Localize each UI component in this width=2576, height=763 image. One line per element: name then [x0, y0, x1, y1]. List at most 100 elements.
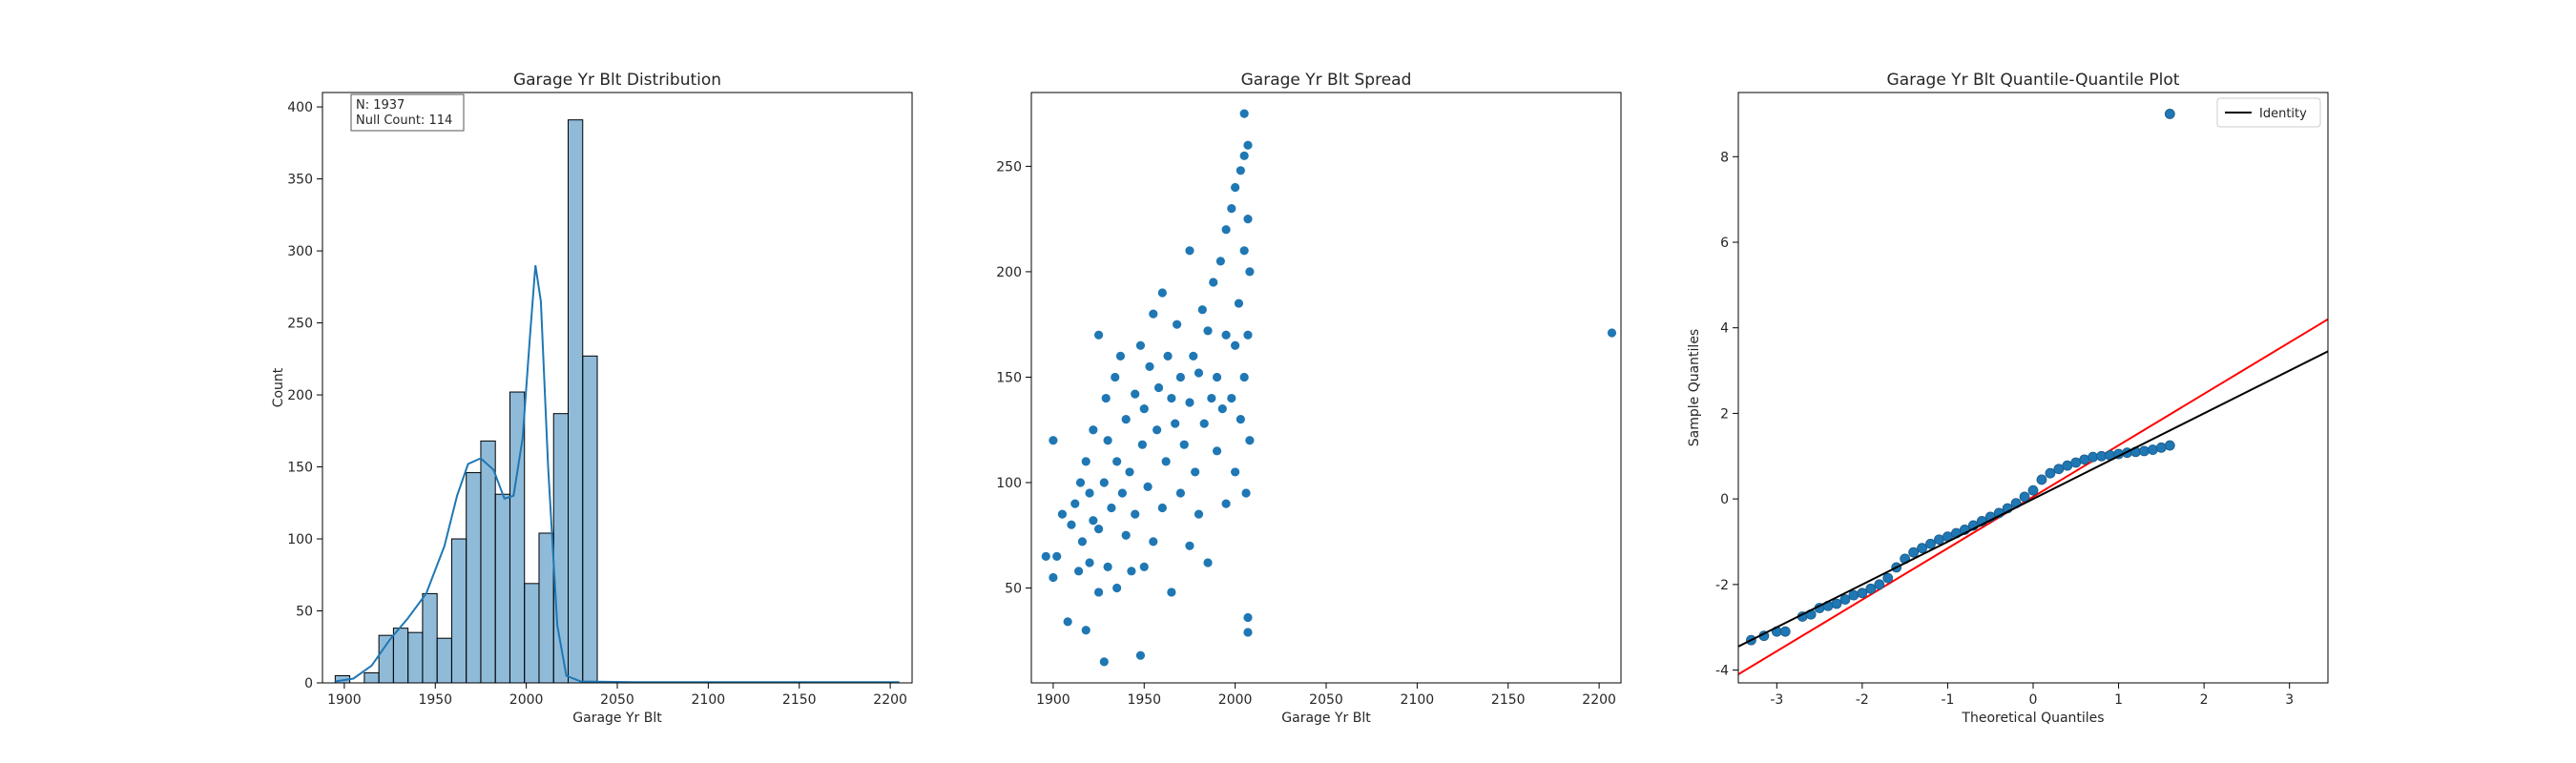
scatter-point: [1175, 487, 1186, 499]
y-tick-label: 200: [287, 388, 313, 403]
histogram-bar: [524, 583, 540, 684]
scatter-point: [1102, 562, 1113, 572]
scatter-point: [1048, 572, 1059, 583]
y-tick-label: 2: [1720, 406, 1729, 422]
scatter-point: [1238, 245, 1250, 257]
scatter-point: [1093, 524, 1104, 535]
scatter-point: [1156, 287, 1168, 299]
x-axis-label: Garage Yr Blt: [572, 711, 662, 726]
y-tick-label: 50: [1005, 582, 1022, 597]
histogram-bar: [422, 592, 438, 684]
qq-point: [2155, 442, 2167, 453]
scatter-point: [1130, 388, 1141, 400]
qq-point: [2062, 460, 2073, 471]
y-tick-label: 150: [287, 461, 313, 476]
x-tick-label: 0: [2029, 692, 2038, 708]
scatter-point: [1242, 612, 1254, 623]
x-tick-label: 2150: [782, 692, 817, 708]
qq-plot-chart: -3 -2 -1 0 1 2 3 -4 -2 0 2 4 6 8 Garage Yr Blt Quantil…: [1687, 71, 2329, 726]
qq-point: [1874, 579, 1885, 590]
scatter-point: [1051, 550, 1063, 562]
qq-point: [1839, 594, 1851, 605]
y-tick-label: 0: [1720, 492, 1729, 507]
x-tick-label: 1900: [1036, 692, 1070, 708]
scatter-point: [1135, 650, 1146, 661]
qq-point: [2053, 464, 2065, 475]
scatter-point: [1240, 487, 1252, 499]
scatter-point: [1178, 439, 1190, 450]
qq-point: [1908, 546, 1920, 558]
x-tick-label: 2100: [1401, 692, 1435, 708]
legend-box: [2216, 97, 2321, 128]
scatter-point: [1238, 108, 1250, 119]
scatter-point: [1116, 487, 1128, 499]
y-tick-label: 100: [996, 476, 1022, 491]
x-axis-label: Garage Yr Blt: [1281, 711, 1371, 726]
scatter-point: [1084, 557, 1095, 568]
y-tick-label: 6: [1720, 236, 1729, 251]
histogram-bar: [378, 634, 394, 684]
scatter-point: [1048, 435, 1059, 446]
scatter-point: [1235, 414, 1246, 425]
qq-point: [1882, 572, 1894, 584]
scatter-point: [1242, 627, 1254, 638]
scatter-point: [1057, 508, 1068, 520]
x-tick-label: 1900: [327, 692, 362, 708]
scatter-point: [1230, 466, 1241, 478]
x-tick-label: 2050: [1309, 692, 1343, 708]
qq-point: [2079, 454, 2090, 465]
qq-point: [2096, 450, 2108, 462]
qq-point: [1865, 583, 1877, 594]
histogram-bar: [538, 532, 554, 684]
scatter-point: [1215, 256, 1226, 267]
scatter-point: [1238, 372, 1250, 382]
scatter-point: [1142, 482, 1153, 492]
scatter-point: [1120, 529, 1132, 541]
scatter-point: [1144, 361, 1155, 372]
x-tick-label: 2200: [873, 692, 907, 708]
scatter-point: [1111, 583, 1123, 593]
scatter-point: [1100, 393, 1111, 403]
qq-point: [2019, 491, 2030, 503]
scatter-point: [1156, 503, 1168, 513]
x-tick-label: 2150: [1491, 692, 1526, 708]
y-tick-label: 250: [996, 159, 1022, 175]
scatter-point: [1088, 515, 1099, 526]
y-tick-label: -2: [1715, 578, 1729, 593]
histogram-chart: 1900 1950 2000 2050 2100 2150 2200 0 50 100 150 200…: [271, 71, 913, 726]
qq-point: [2027, 485, 2039, 496]
x-tick-label: 2100: [692, 692, 726, 708]
scatter-point: [1130, 508, 1141, 520]
chart-title: Garage Yr Blt Distribution: [513, 71, 721, 90]
scatter-point: [1212, 445, 1222, 457]
scatter-point: [1216, 403, 1228, 415]
scatter-point: [1206, 393, 1217, 403]
y-tick-label: 200: [996, 265, 1022, 280]
scatter-point: [1138, 403, 1150, 415]
y-axis-label: Sample Quantiles: [1687, 329, 1702, 446]
x-axis-label: Theoretical Quantiles: [1961, 711, 2104, 726]
scatter-point: [1135, 340, 1146, 351]
scatter-point: [1077, 536, 1088, 547]
qq-point: [2139, 445, 2150, 457]
scatter-point: [1220, 329, 1232, 340]
qq-point: [1779, 626, 1791, 637]
x-tick-label: 2050: [600, 692, 634, 708]
y-axis-label: Count: [271, 367, 286, 407]
scatter-point: [1084, 487, 1095, 499]
qq-point: [2164, 440, 2175, 451]
x-tick-label: 3: [2285, 692, 2294, 708]
kde-line: [335, 265, 900, 684]
scatter-point: [1162, 350, 1174, 361]
scatter-point: [1115, 350, 1126, 361]
scatter-point: [1110, 372, 1121, 382]
qq-point: [1857, 588, 1868, 599]
qq-point: [2036, 474, 2047, 485]
x-tick-label: 2000: [1218, 692, 1253, 708]
x-tick-label: -2: [1856, 692, 1869, 708]
scatter-point: [1242, 329, 1254, 340]
qq-point: [1934, 534, 1944, 546]
scatter-point: [1120, 414, 1132, 425]
scatter-point: [1062, 616, 1073, 628]
scatter-point: [1080, 625, 1091, 636]
